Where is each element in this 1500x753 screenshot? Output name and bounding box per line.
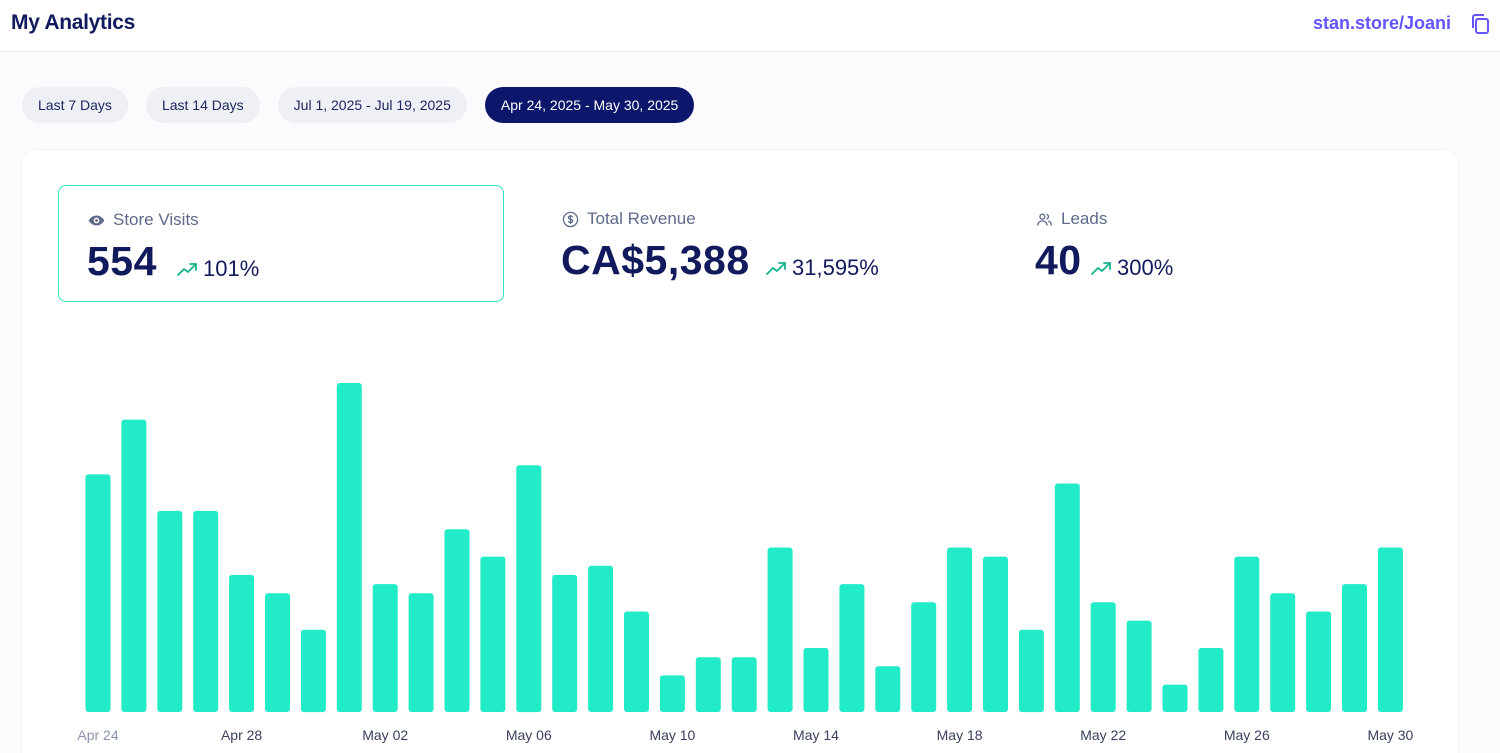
stat-value: 40 [1035, 237, 1082, 283]
chart-bar[interactable] [1054, 483, 1080, 713]
chart-bar[interactable] [516, 465, 542, 713]
stat-change-value: 31,595% [792, 255, 879, 280]
chart-x-tick-label: May 30 [1367, 727, 1413, 743]
chart-bar[interactable] [803, 648, 829, 712]
stat-change-value: 101% [203, 256, 260, 281]
filter-last-7-days[interactable]: Last 7 Days [22, 87, 128, 123]
chart-bar[interactable] [947, 547, 973, 713]
chart-bar[interactable] [1377, 547, 1403, 713]
filter-apr-may-range[interactable]: Apr 24, 2025 - May 30, 2025 [484, 87, 695, 123]
chart-bar[interactable] [983, 556, 1008, 712]
chart-bar[interactable] [1162, 684, 1188, 712]
chart-bar[interactable] [767, 547, 793, 713]
stat-store-visits[interactable]: Store Visits 554 101% [58, 185, 504, 302]
trend-up-icon [1091, 262, 1111, 275]
chart-bar[interactable] [1270, 593, 1296, 712]
stat-leads[interactable]: Leads 40 300% [1007, 185, 1453, 302]
chart-bar[interactable] [552, 574, 578, 712]
chart-bar[interactable] [911, 602, 937, 712]
date-range-filters: Last 7 Days Last 14 Days Jul 1, 2025 - J… [22, 87, 695, 123]
chart-x-tick-label: Apr 24 [77, 727, 118, 743]
store-link[interactable]: stan.store/Joani [1312, 13, 1451, 33]
chart-bar[interactable] [336, 383, 362, 712]
dollar-circle-icon [562, 211, 579, 227]
chart-x-tick-label: May 10 [649, 727, 695, 743]
stat-label: Total Revenue [587, 209, 696, 228]
chart-bar[interactable] [300, 629, 326, 713]
stat-change-value: 300% [1117, 255, 1174, 280]
eye-icon [88, 215, 105, 225]
stat-change: 101% [177, 256, 259, 282]
chart-bar[interactable] [695, 657, 721, 712]
stat-label-row: Total Revenue [562, 209, 696, 229]
trend-up-icon [177, 263, 197, 276]
chart-bar[interactable] [659, 675, 685, 712]
chart-bar[interactable] [121, 419, 147, 712]
stat-label: Store Visits [113, 210, 199, 229]
chart-bar[interactable] [731, 657, 757, 712]
chart-bar[interactable] [408, 593, 434, 712]
chart-bar[interactable] [444, 529, 470, 712]
stat-value: CA$5,388 [561, 237, 750, 283]
chart-x-tick-label: Apr 28 [221, 727, 262, 743]
chart-bar[interactable] [1126, 620, 1152, 712]
chart-x-tick-label: May 02 [362, 727, 408, 743]
page-title: My Analytics [11, 11, 135, 34]
stat-total-revenue[interactable]: Total Revenue CA$5,388 31,595% [533, 185, 979, 302]
stat-value: 554 [87, 238, 157, 284]
chart-x-tick-label: May 14 [793, 727, 839, 743]
chart-bar[interactable] [372, 584, 398, 712]
chart-bar[interactable] [193, 510, 219, 712]
filter-last-14-days[interactable]: Last 14 Days [145, 87, 260, 123]
chart-x-tick-label: May 22 [1080, 727, 1126, 743]
chart-bar[interactable] [1234, 556, 1260, 712]
chart-bar[interactable] [588, 565, 614, 712]
stat-label-row: Leads [1036, 209, 1107, 229]
chart-bar[interactable] [1342, 584, 1367, 712]
filter-jul-range[interactable]: Jul 1, 2025 - Jul 19, 2025 [277, 87, 467, 123]
chart-bar[interactable] [157, 510, 183, 712]
top-bar: My Analytics stan.store/Joani [0, 0, 1500, 52]
chart-bar[interactable] [624, 611, 649, 713]
users-icon [1037, 213, 1052, 226]
store-visits-bar-chart: Apr 24 Apr 28 May 02 May 06 May 10 May 14 May … [77, 383, 1414, 743]
chart-bar[interactable] [875, 666, 901, 712]
chart-bar[interactable] [265, 593, 290, 712]
trend-up-icon [766, 262, 786, 275]
chart-bar[interactable] [85, 474, 111, 712]
chart-x-tick-label: May 18 [937, 727, 983, 743]
chart-bar[interactable] [480, 556, 506, 712]
chart-bar[interactable] [1090, 602, 1116, 712]
stat-label: Leads [1061, 209, 1108, 228]
stat-change: 300% [1091, 255, 1173, 281]
stat-label-row: Store Visits [88, 210, 199, 230]
chart-bar[interactable] [1018, 629, 1044, 713]
chart-x-tick-label: May 06 [506, 727, 552, 743]
chart-bar[interactable] [1198, 648, 1224, 712]
chart-x-tick-label: May 26 [1224, 727, 1270, 743]
copy-icon[interactable] [1470, 13, 1490, 35]
chart-bar[interactable] [229, 574, 255, 712]
chart-bar[interactable] [1306, 611, 1332, 713]
stat-change: 31,595% [766, 255, 879, 281]
chart-bar[interactable] [839, 584, 865, 712]
analytics-card: Store Visits 554 101% Total Revenue CA$5… [22, 150, 1458, 753]
